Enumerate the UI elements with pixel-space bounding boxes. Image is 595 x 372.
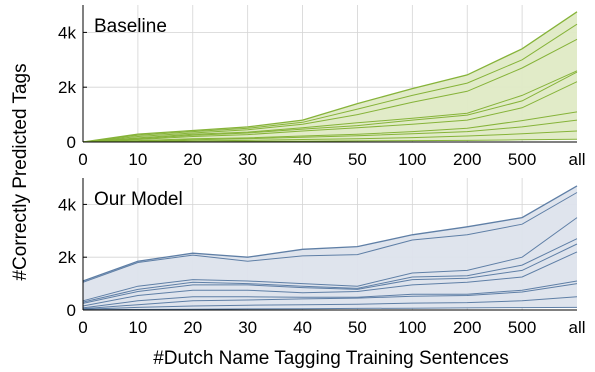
x-tick-label: 500 <box>508 150 536 169</box>
x-tick-label: 20 <box>183 318 202 337</box>
y-tick-label: 2k <box>58 248 76 267</box>
x-tick-label: 0 <box>78 318 87 337</box>
baseline-series-line-6 <box>82 81 578 143</box>
baseline-series-line-3 <box>82 38 578 143</box>
x-tick-label: 200 <box>453 318 481 337</box>
x-tick-label: 40 <box>293 150 312 169</box>
x-tick-label: 30 <box>238 150 257 169</box>
our-model-series-line-10 <box>82 306 578 311</box>
x-tick-label: 50 <box>348 150 367 169</box>
x-tick-label: 10 <box>128 318 147 337</box>
x-tick-label: 20 <box>183 150 202 169</box>
our-model-title: Our Model <box>94 189 183 210</box>
y-tick-label: 0 <box>67 301 76 320</box>
y-tick-label: 4k <box>58 195 76 214</box>
baseline-series-line-5 <box>82 71 578 143</box>
our-model-series-line-8 <box>82 283 578 310</box>
our-model-series-line-7 <box>82 280 578 309</box>
x-tick-label: 500 <box>508 318 536 337</box>
x-tick-label: 100 <box>398 150 426 169</box>
our-model-series-line-2 <box>82 192 578 283</box>
baseline-series-line-8 <box>82 119 578 143</box>
y-tick-label: 0 <box>67 133 76 152</box>
y-tick-label: 4k <box>58 23 76 42</box>
x-tick-label: 10 <box>128 150 147 169</box>
our-model-series-line-6 <box>82 251 578 307</box>
x-tick-label: 50 <box>348 318 367 337</box>
our-model-series-line-3 <box>82 217 578 302</box>
x-tick-label: all <box>568 150 585 169</box>
x-tick-label: 40 <box>293 318 312 337</box>
x-tick-label: 200 <box>453 150 481 169</box>
baseline-series-line-7 <box>82 111 578 143</box>
our-model-panel: 0 2k 4k 0 10 20 30 40 50 100 200 500 all Our Model <box>58 178 586 337</box>
baseline-series-line-2 <box>82 23 578 143</box>
our-model-series-line-1 <box>82 185 578 282</box>
x-tick-label: 30 <box>238 318 257 337</box>
x-tick-label: 100 <box>398 318 426 337</box>
x-tick-label: all <box>568 318 585 337</box>
baseline-series-line-1 <box>82 11 578 143</box>
y-axis-label: #Correctly Predicted Tags <box>10 63 31 280</box>
y-tick-label: 2k <box>58 78 76 97</box>
baseline-panel: 0 2k 4k 0 10 20 30 40 50 100 200 500 all Baseline <box>58 5 586 169</box>
x-tick-label: 0 <box>78 150 87 169</box>
baseline-series-line-9 <box>82 130 578 143</box>
baseline-title: Baseline <box>94 16 167 37</box>
baseline-series-line-4 <box>82 70 578 143</box>
x-axis-label: #Dutch Name Tagging Training Sentences <box>153 348 509 369</box>
our-model-series-line-9 <box>82 296 578 310</box>
our-model-series-line-5 <box>82 243 578 304</box>
our-model-series-line-4 <box>82 238 578 303</box>
baseline-area-fill <box>83 11 577 142</box>
